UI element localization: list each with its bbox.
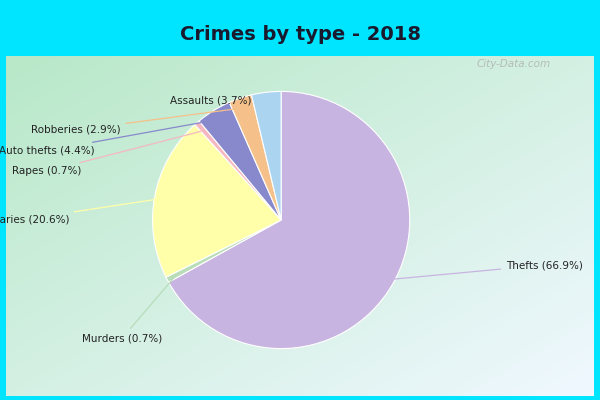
Text: Thefts (66.9%): Thefts (66.9%) (386, 260, 583, 280)
Wedge shape (251, 92, 281, 220)
Wedge shape (152, 125, 281, 277)
Text: Murders (0.7%): Murders (0.7%) (82, 277, 175, 343)
Text: Assaults (3.7%): Assaults (3.7%) (170, 96, 265, 106)
Text: Burglaries (20.6%): Burglaries (20.6%) (0, 198, 162, 225)
Wedge shape (169, 92, 410, 348)
Text: City-Data.com: City-Data.com (477, 59, 551, 69)
Text: Crimes by type - 2018: Crimes by type - 2018 (179, 25, 421, 44)
Wedge shape (166, 220, 281, 282)
Wedge shape (229, 95, 281, 220)
Text: Auto thefts (4.4%): Auto thefts (4.4%) (0, 120, 216, 156)
Text: Robberies (2.9%): Robberies (2.9%) (31, 108, 241, 135)
Wedge shape (195, 121, 281, 220)
Wedge shape (199, 102, 281, 220)
Text: Rapes (0.7%): Rapes (0.7%) (13, 131, 201, 176)
